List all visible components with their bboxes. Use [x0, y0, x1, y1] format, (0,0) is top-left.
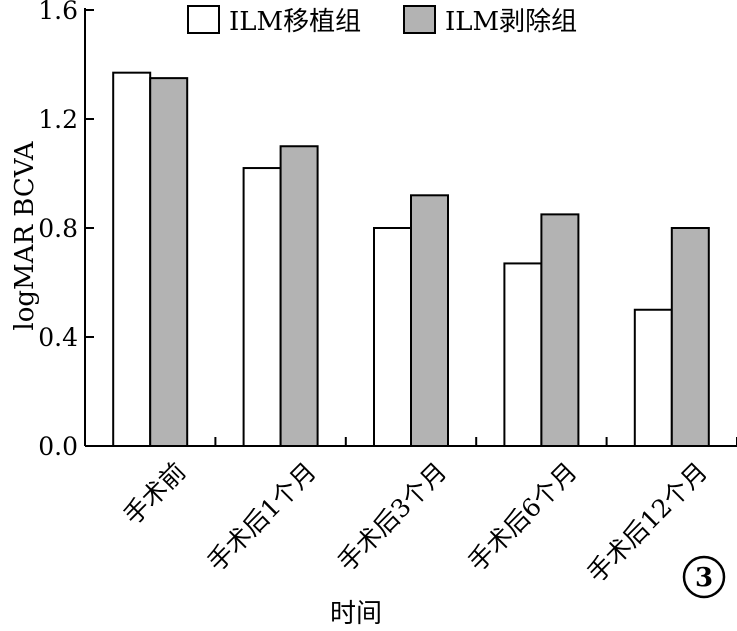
bar-2-4 [540, 213, 580, 447]
legend: ILM移植组 ILM剥除组 [187, 5, 577, 37]
badge-circle [682, 555, 726, 599]
y-tick-label-3: 0.8 [38, 214, 78, 243]
figure-number-badge: 3 [682, 555, 726, 599]
bar-1-5 [633, 308, 673, 447]
legend-swatch-2 [403, 5, 436, 34]
bar-2-5 [670, 227, 710, 447]
legend-swatch-1 [187, 5, 220, 34]
bars [112, 71, 710, 448]
bar-2-3 [410, 194, 449, 447]
x-tick-label-2: 手术后1个月 [202, 457, 322, 577]
bar-2-1 [149, 77, 189, 447]
bar-1-3 [373, 227, 412, 447]
x-tick-label-1: 手术前 [118, 457, 192, 531]
y-tick-label-2: 0.4 [38, 323, 78, 352]
y-axis-title: logMAR BCVA [10, 140, 40, 330]
bar-1-1 [112, 71, 152, 448]
legend-label-1: ILM移植组 [229, 7, 361, 37]
x-tick-label-3: 手术后3个月 [332, 457, 452, 577]
legend-label-2: ILM剥除组 [445, 7, 577, 37]
badge-number: 3 [695, 563, 713, 593]
y-tick-label-4: 1.2 [38, 105, 78, 134]
y-tick-label-1: 0.0 [38, 432, 78, 461]
y-tick-label-5: 1.6 [38, 0, 78, 25]
x-tick-label-4: 手术后6个月 [463, 457, 583, 577]
x-axis-title: 时间 [330, 599, 382, 629]
bar-2-2 [279, 145, 319, 447]
bar-1-2 [242, 167, 282, 448]
bar-1-4 [503, 262, 543, 447]
